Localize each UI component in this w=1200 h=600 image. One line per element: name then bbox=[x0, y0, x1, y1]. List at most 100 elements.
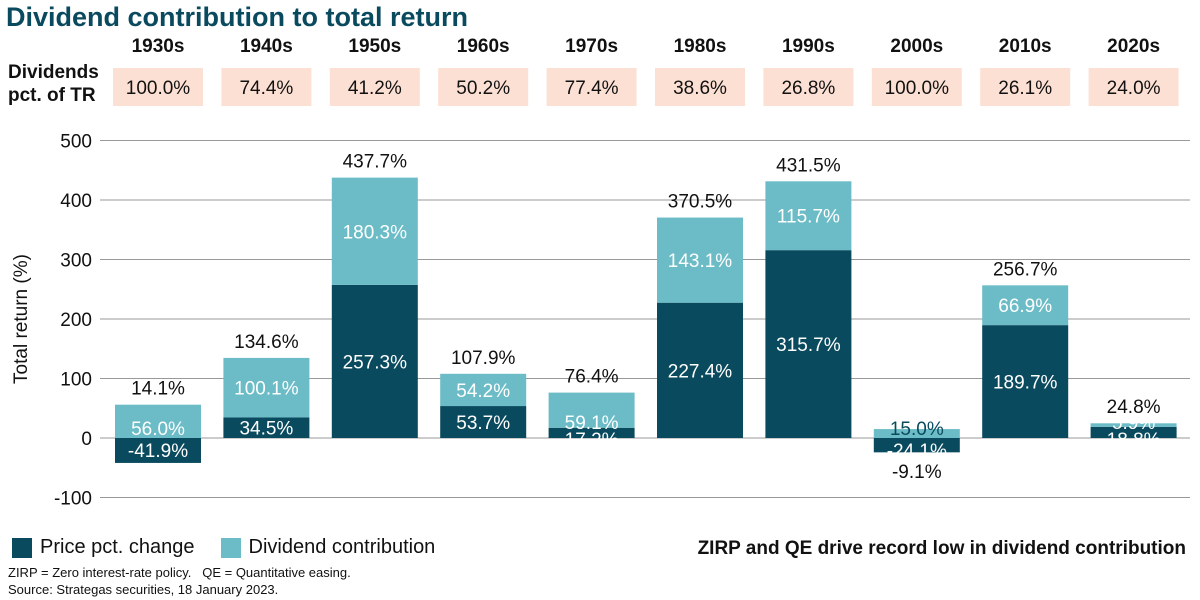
total-value-label: 431.5% bbox=[776, 155, 841, 176]
total-value-label: 24.8% bbox=[1107, 397, 1161, 418]
bar-dividend bbox=[873, 429, 960, 438]
bar-dividend bbox=[1090, 423, 1177, 427]
dividend-pct-label: Dividends bbox=[8, 62, 99, 83]
dividend-value-label: 100.1% bbox=[234, 379, 299, 400]
category-label: 2010s bbox=[999, 36, 1052, 57]
bar-price bbox=[1090, 426, 1177, 438]
y-tick-label: -100 bbox=[54, 489, 92, 510]
category-label: 1960s bbox=[457, 36, 510, 57]
dividend-pct-value: 77.4% bbox=[565, 78, 619, 99]
bar-dividend bbox=[982, 285, 1069, 326]
dividend-pct-box bbox=[871, 68, 962, 106]
y-tick-label: 0 bbox=[81, 429, 92, 450]
category-label: 1970s bbox=[565, 36, 618, 57]
dividend-pct-box bbox=[438, 68, 529, 106]
dividend-value-label: 15.0% bbox=[890, 419, 944, 440]
dividend-pct-value: 50.2% bbox=[456, 78, 510, 99]
category-label: 1940s bbox=[240, 36, 293, 57]
y-tick-label: 200 bbox=[60, 310, 92, 331]
bar-price bbox=[440, 406, 527, 438]
total-value-label: 134.6% bbox=[234, 332, 299, 353]
price-value-label: 53.7% bbox=[456, 413, 510, 434]
dividend-value-label: 59.1% bbox=[565, 413, 619, 434]
dividend-pct-box bbox=[221, 68, 312, 106]
dividend-pct-value: 100.0% bbox=[885, 78, 950, 99]
bar-price bbox=[765, 250, 852, 438]
price-value-label: -24.1% bbox=[887, 441, 947, 462]
legend-swatch-dividend bbox=[220, 537, 241, 558]
total-value-label: 76.4% bbox=[565, 367, 619, 388]
dividend-pct-box bbox=[1088, 68, 1179, 106]
annotation-note: ZIRP and QE drive record low in dividend… bbox=[697, 538, 1186, 559]
legend-swatch-price bbox=[12, 537, 32, 558]
dividend-value-label: 5.9% bbox=[1112, 413, 1155, 434]
dividend-value-label: 143.1% bbox=[668, 251, 733, 272]
legend-label-dividend: Dividend contribution bbox=[248, 536, 436, 558]
bar-price bbox=[873, 438, 960, 453]
dividend-value-label: 66.9% bbox=[998, 296, 1052, 317]
category-label: 1930s bbox=[132, 36, 185, 57]
price-value-label: 257.3% bbox=[343, 352, 408, 373]
total-value-label: 107.9% bbox=[451, 348, 516, 369]
y-tick-label: 400 bbox=[60, 191, 92, 212]
footnotes: ZIRP = Zero interest-rate policy. QE = Q… bbox=[8, 564, 351, 598]
bar-price bbox=[115, 438, 201, 463]
dividend-pct-box bbox=[980, 68, 1071, 106]
category-label: 2000s bbox=[890, 36, 943, 57]
price-value-label: 17.2% bbox=[565, 430, 619, 451]
total-value-label: 370.5% bbox=[668, 192, 733, 213]
dividend-pct-box bbox=[329, 68, 420, 106]
dividend-pct-label: pct. of TR bbox=[8, 85, 96, 106]
bar-price bbox=[223, 417, 310, 438]
bar-price bbox=[548, 427, 635, 438]
y-axis-label: Total return (%) bbox=[11, 254, 32, 384]
dividend-value-label: 180.3% bbox=[343, 222, 408, 243]
bar-dividend bbox=[115, 404, 201, 438]
category-label: 1950s bbox=[348, 36, 401, 57]
dividend-pct-value: 26.1% bbox=[998, 78, 1052, 99]
price-value-label: 34.5% bbox=[239, 419, 293, 440]
bar-dividend bbox=[765, 181, 852, 251]
dividend-pct-box bbox=[113, 68, 203, 106]
bar-dividend bbox=[440, 373, 527, 407]
legend-label-price: Price pct. change bbox=[40, 536, 195, 558]
dividend-pct-value: 26.8% bbox=[781, 78, 835, 99]
total-value-label: 14.1% bbox=[131, 379, 185, 400]
footnote-abbrev: ZIRP = Zero interest-rate policy. QE = Q… bbox=[8, 565, 351, 580]
price-value-label: 18.8% bbox=[1107, 430, 1161, 451]
bar-dividend bbox=[223, 357, 310, 418]
dividend-pct-value: 41.2% bbox=[348, 78, 402, 99]
footnote-source: Source: Strategas securities, 18 January… bbox=[8, 582, 279, 597]
dividend-value-label: 115.7% bbox=[777, 207, 840, 228]
y-tick-label: 500 bbox=[60, 132, 92, 153]
category-label: 1980s bbox=[674, 36, 727, 57]
price-value-label: 189.7% bbox=[993, 373, 1058, 394]
bar-dividend bbox=[331, 177, 418, 285]
price-value-label: 315.7% bbox=[776, 335, 841, 356]
category-label: 2020s bbox=[1107, 36, 1160, 57]
dividend-pct-box bbox=[655, 68, 745, 106]
dividend-pct-value: 24.0% bbox=[1107, 78, 1161, 99]
total-value-label: 437.7% bbox=[343, 152, 408, 173]
dividend-pct-value: 100.0% bbox=[126, 78, 191, 99]
dividend-pct-value: 38.6% bbox=[673, 78, 727, 99]
legend: Price pct. change Dividend contribution bbox=[12, 536, 435, 559]
category-label: 1990s bbox=[782, 36, 835, 57]
chart-title: Dividend contribution to total return bbox=[6, 2, 468, 32]
total-value-label: -9.1% bbox=[892, 462, 942, 483]
dividend-pct-value: 74.4% bbox=[239, 78, 293, 99]
bar-dividend bbox=[657, 217, 743, 303]
y-tick-label: 300 bbox=[60, 251, 92, 272]
bar-price bbox=[982, 325, 1069, 438]
bar-price bbox=[331, 284, 418, 438]
bar-price bbox=[657, 302, 743, 438]
price-value-label: -41.9% bbox=[128, 441, 188, 462]
total-value-label: 256.7% bbox=[993, 259, 1058, 280]
dividend-pct-box bbox=[763, 68, 854, 106]
price-value-label: 227.4% bbox=[668, 361, 733, 382]
dividend-value-label: 56.0% bbox=[131, 419, 185, 440]
y-tick-label: 100 bbox=[60, 370, 92, 391]
dividend-value-label: 54.2% bbox=[456, 381, 510, 402]
bar-dividend bbox=[548, 392, 635, 428]
